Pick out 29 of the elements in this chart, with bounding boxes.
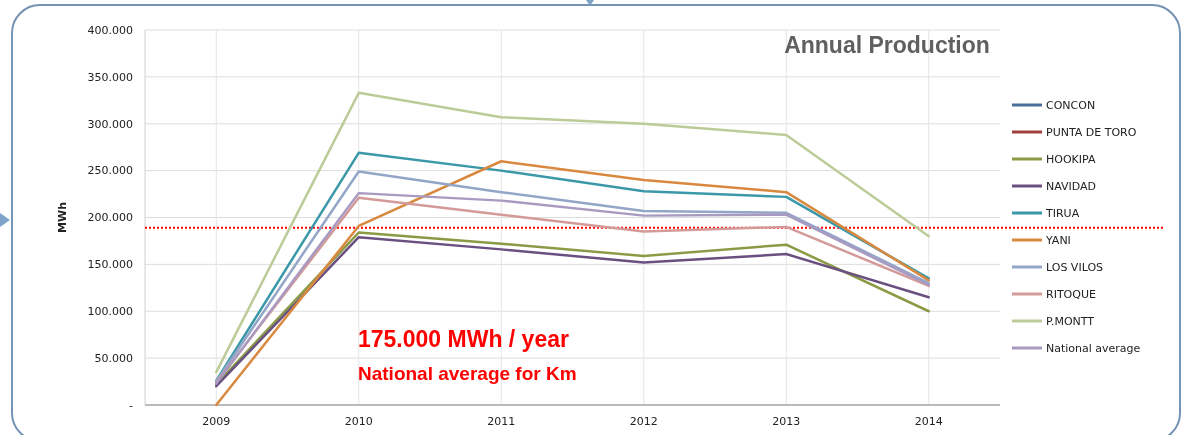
y-tick-label: 250.000 xyxy=(87,164,133,178)
annotation: National average for Km xyxy=(358,363,577,384)
y-tick-label: 350.000 xyxy=(87,70,133,84)
legend-label: CONCON xyxy=(1046,98,1096,112)
legend-label: LOS VILOS xyxy=(1046,260,1104,274)
legend-label: National average xyxy=(1046,341,1141,355)
legend-label: NAVIDAD xyxy=(1046,179,1097,193)
legend-label: PUNTA DE TORO xyxy=(1046,125,1137,139)
y-tick-label: 200.000 xyxy=(87,211,133,225)
y-tick-label: 300.000 xyxy=(87,117,133,131)
chart-title: Annual Production xyxy=(784,32,990,58)
y-tick-label: 100.000 xyxy=(87,305,133,319)
x-tick-label: 2014 xyxy=(914,415,943,428)
legend-label: HOOKIPA xyxy=(1046,152,1096,166)
y-tick-label: 150.000 xyxy=(87,258,133,272)
y-axis-title: MWh xyxy=(56,202,69,233)
y-tick-label: 400.000 xyxy=(87,23,133,37)
annotation: 175.000 MWh / year xyxy=(358,326,569,352)
legend-label: RITOQUE xyxy=(1046,287,1096,301)
x-tick-label: 2010 xyxy=(344,415,373,428)
y-tick-label: - xyxy=(129,398,134,412)
x-tick-label: 2013 xyxy=(772,415,801,428)
x-tick-label: 2009 xyxy=(202,415,231,428)
x-tick-label: 2011 xyxy=(487,415,516,428)
y-tick-label: 50.000 xyxy=(94,351,133,365)
legend-label: TIRUA xyxy=(1045,206,1080,220)
x-tick-label: 2012 xyxy=(629,415,658,428)
legend-label: YANI xyxy=(1045,233,1071,247)
legend-label: P.MONTT xyxy=(1046,314,1095,328)
